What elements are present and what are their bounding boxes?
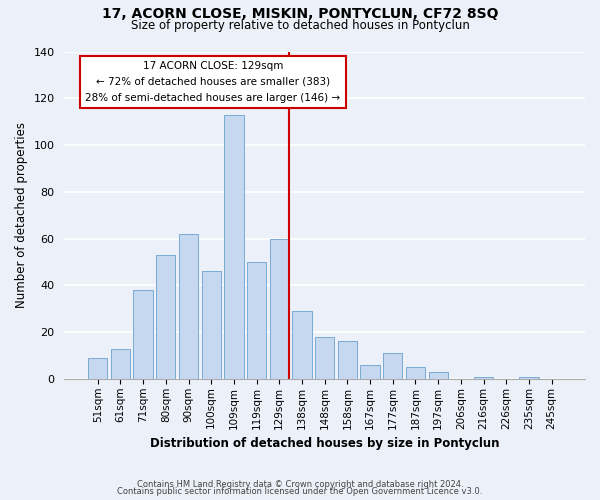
Text: 17, ACORN CLOSE, MISKIN, PONTYCLUN, CF72 8SQ: 17, ACORN CLOSE, MISKIN, PONTYCLUN, CF72… <box>102 8 498 22</box>
Bar <box>315 337 334 379</box>
Bar <box>133 290 153 379</box>
Bar <box>269 238 289 379</box>
Bar <box>156 255 175 379</box>
Bar <box>179 234 198 379</box>
Text: Size of property relative to detached houses in Pontyclun: Size of property relative to detached ho… <box>131 19 469 32</box>
Bar <box>88 358 107 379</box>
Text: Contains HM Land Registry data © Crown copyright and database right 2024.: Contains HM Land Registry data © Crown c… <box>137 480 463 489</box>
Text: Contains public sector information licensed under the Open Government Licence v3: Contains public sector information licen… <box>118 487 482 496</box>
Bar <box>338 342 357 379</box>
Bar <box>383 353 403 379</box>
Y-axis label: Number of detached properties: Number of detached properties <box>15 122 28 308</box>
Bar <box>474 376 493 379</box>
Bar <box>520 376 539 379</box>
Bar <box>428 372 448 379</box>
Bar <box>247 262 266 379</box>
Bar <box>406 367 425 379</box>
Text: 17 ACORN CLOSE: 129sqm
← 72% of detached houses are smaller (383)
28% of semi-de: 17 ACORN CLOSE: 129sqm ← 72% of detached… <box>85 62 340 102</box>
Bar <box>224 114 244 379</box>
Bar <box>111 348 130 379</box>
Bar <box>361 365 380 379</box>
Bar <box>292 311 311 379</box>
Bar <box>202 272 221 379</box>
X-axis label: Distribution of detached houses by size in Pontyclun: Distribution of detached houses by size … <box>150 437 499 450</box>
